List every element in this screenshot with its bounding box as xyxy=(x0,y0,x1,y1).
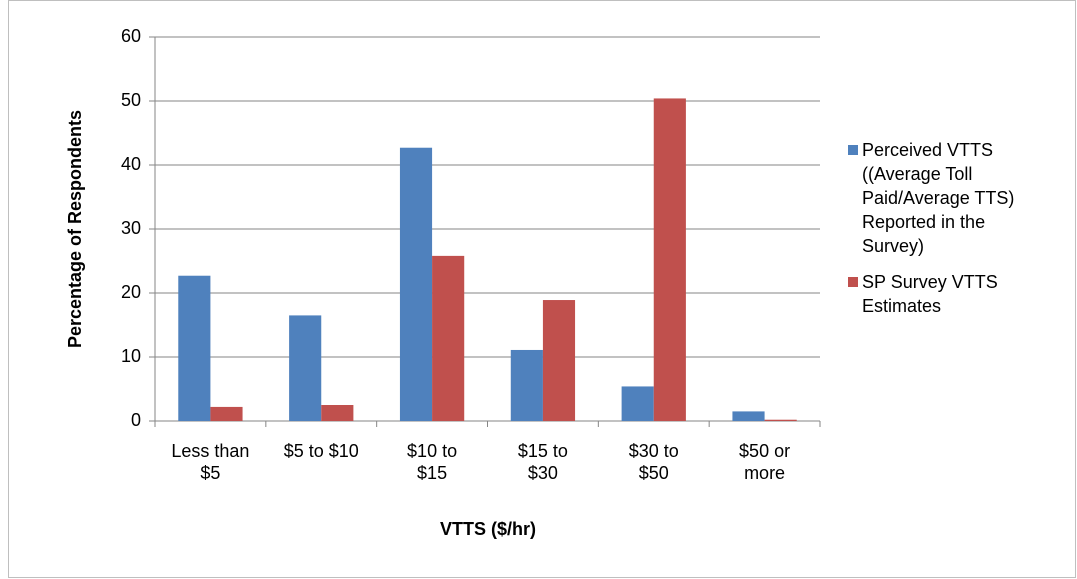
x-axis-title: VTTS ($/hr) xyxy=(440,519,536,539)
y-tick-label: 60 xyxy=(121,26,141,46)
x-tick-label: $30 to $50 xyxy=(628,441,679,483)
bar xyxy=(321,405,354,421)
y-tick-label: 30 xyxy=(121,218,141,238)
x-tick-label: Less than $5 xyxy=(171,441,250,483)
x-tick-label: $5 to $10 xyxy=(283,441,359,461)
y-tick-label: 0 xyxy=(131,410,141,430)
bar xyxy=(764,419,797,421)
bar xyxy=(653,98,686,421)
y-tick-label: 40 xyxy=(121,154,141,174)
legend-label: SP Survey VTTS Estimates xyxy=(848,270,1047,318)
bar xyxy=(542,300,576,421)
bar xyxy=(178,275,211,421)
legend-label: Perceived VTTS ((Average Toll Paid/Avera… xyxy=(848,138,1047,258)
bar xyxy=(399,147,433,421)
y-tick-label: 10 xyxy=(121,346,141,366)
y-tick-label: 50 xyxy=(121,90,141,110)
bar xyxy=(510,349,543,421)
y-tick-label: 20 xyxy=(121,282,141,302)
chart-frame xyxy=(8,0,1076,578)
bar xyxy=(621,386,654,421)
bar xyxy=(210,406,243,421)
x-tick-label: $15 to $30 xyxy=(517,441,568,483)
bar xyxy=(732,411,765,421)
x-tick-label: $10 to $15 xyxy=(407,441,458,483)
legend-swatch xyxy=(848,277,858,287)
legend-swatch xyxy=(848,145,858,155)
x-tick-label: $50 or more xyxy=(739,441,791,483)
bar xyxy=(432,255,465,421)
y-axis-title: Percentage of Respondents xyxy=(65,110,85,348)
bar xyxy=(289,315,322,421)
